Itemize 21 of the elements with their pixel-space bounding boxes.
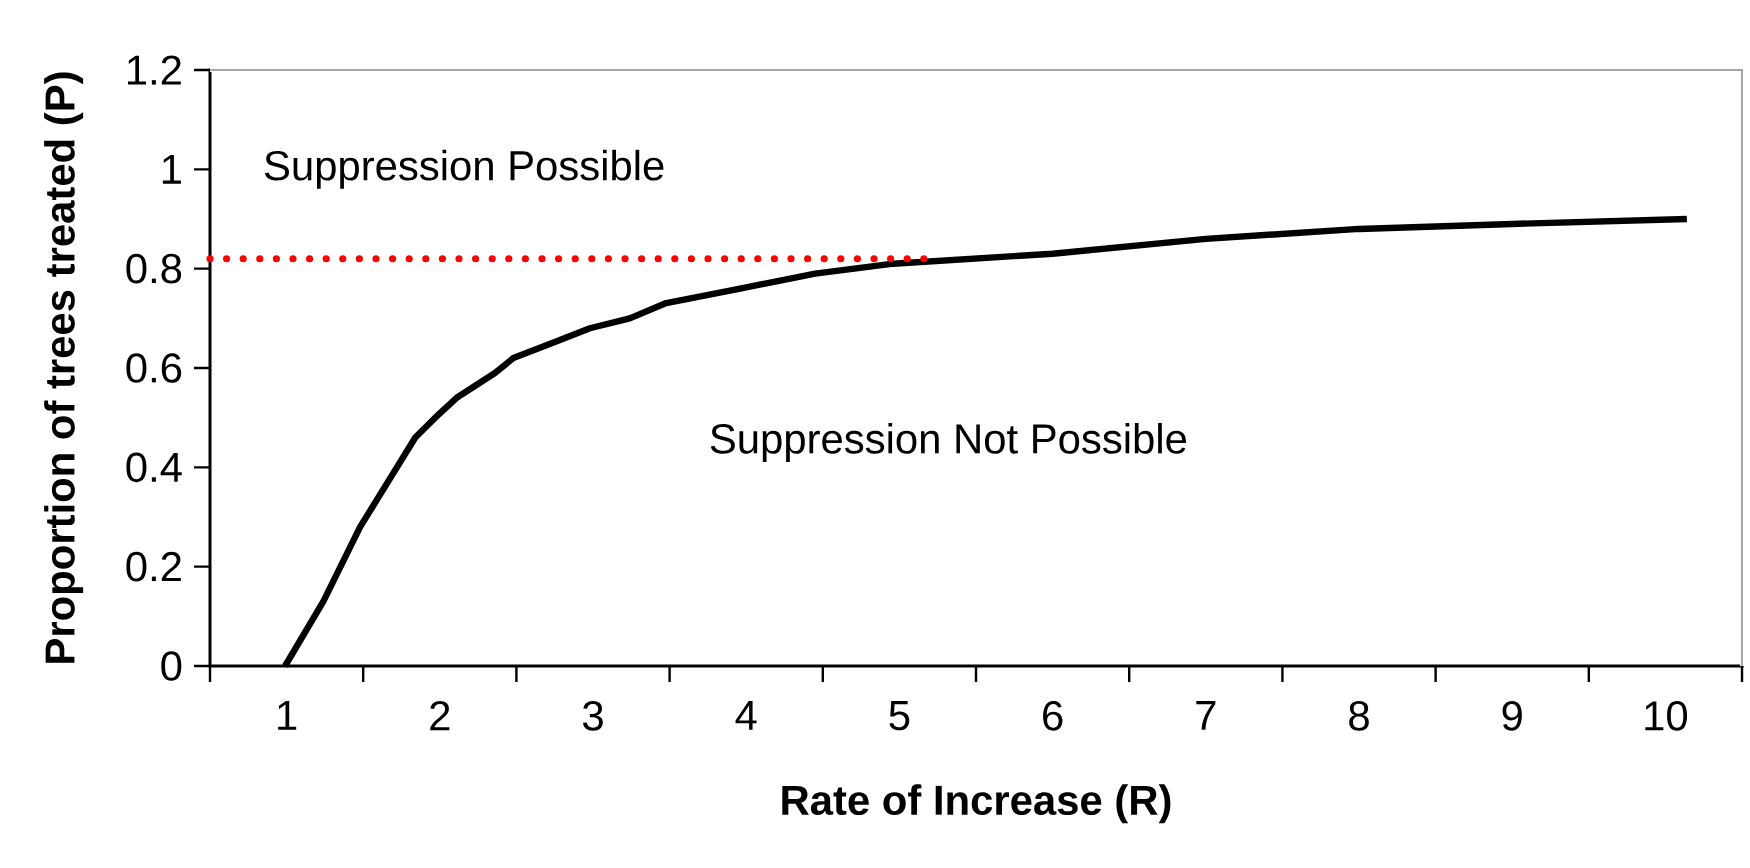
x-tick-label: 3	[582, 701, 603, 731]
y-tick-label: 1.2	[127, 55, 181, 85]
x-tick-label: 6	[1043, 701, 1063, 731]
y-tick-label: 0.2	[126, 551, 181, 582]
y-tick-label: 0.4	[126, 452, 182, 483]
y-tick-label: 0.6	[126, 353, 182, 383]
x-tick-label: 8	[1349, 701, 1369, 731]
x-tick-label: 1	[278, 701, 297, 730]
x-tick-label: 10	[1645, 701, 1688, 731]
y-tick-label: 0	[161, 651, 182, 681]
x-tick-label: 9	[1502, 701, 1522, 731]
annotation: Suppression Not Possible	[710, 423, 1187, 462]
y-axis-title: Proportion of trees treated (P)	[44, 72, 84, 663]
y-tick-label: 0.8	[126, 253, 182, 284]
annotation: Suppression Possible	[264, 149, 664, 189]
x-tick-label: 5	[889, 701, 910, 731]
x-tick-label: 4	[735, 701, 757, 730]
y-tick-label: 1	[162, 154, 181, 184]
x-axis-title: Rate of Increase (R)	[782, 784, 1171, 824]
x-tick-label: 7	[1196, 701, 1216, 730]
x-tick-label: 2	[430, 701, 450, 731]
